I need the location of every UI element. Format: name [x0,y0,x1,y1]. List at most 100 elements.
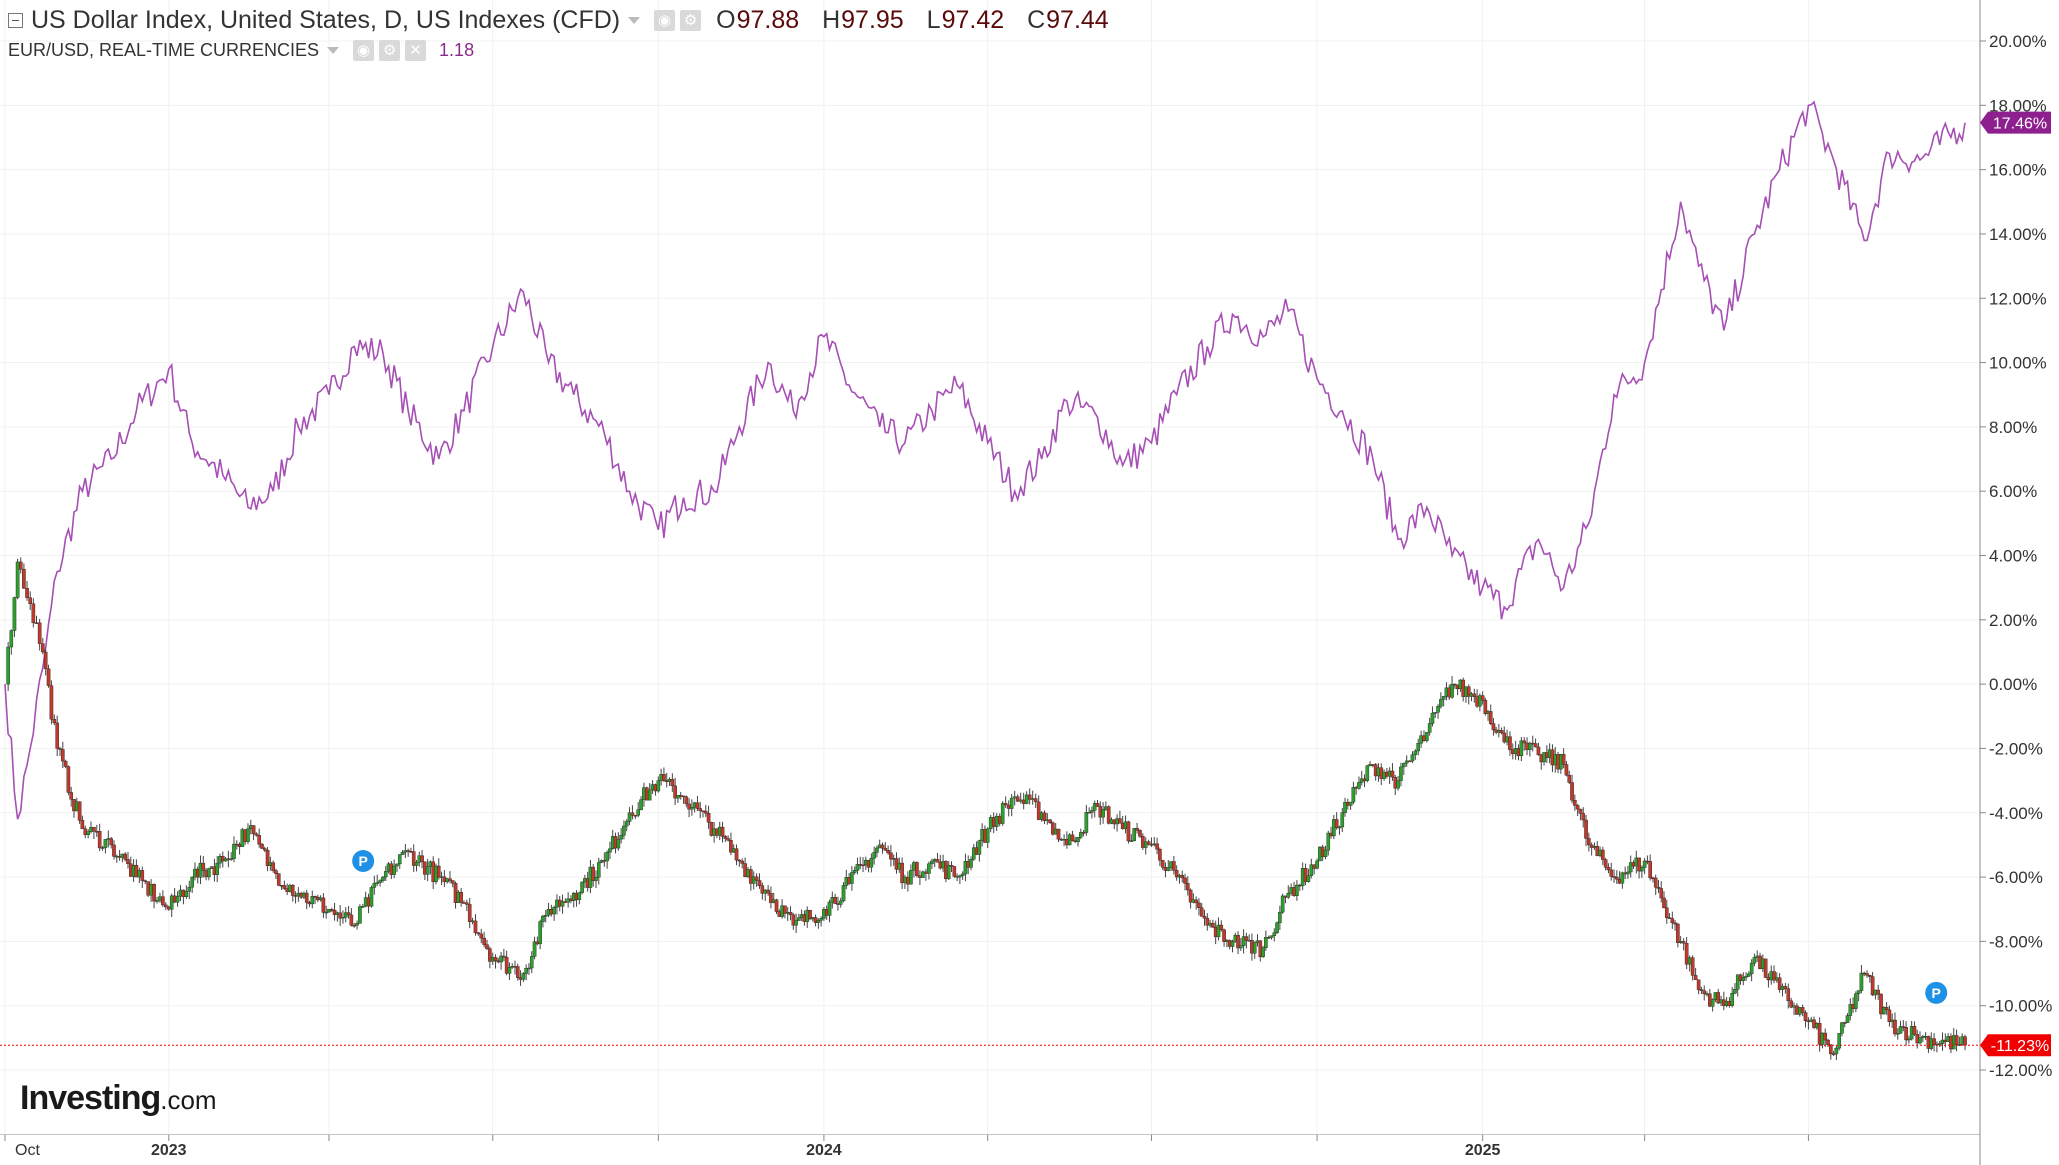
candle [1129,834,1134,842]
candle-body [1323,849,1328,858]
candle [797,913,801,921]
candle-body [1018,799,1023,802]
event-marker-circle[interactable] [1925,981,1948,1004]
event-markers[interactable]: PP [352,849,1948,1004]
event-marker-circle[interactable] [352,849,375,872]
candle [1081,830,1086,837]
candle [97,823,102,852]
candle-body [369,887,374,907]
candle [819,916,823,927]
candle [662,767,666,783]
candle-body [1315,860,1319,869]
candle-body [229,858,233,860]
candle [850,866,854,891]
candle-body [40,643,45,653]
candle-body [1334,819,1339,829]
candle [1132,828,1137,842]
eye-icon[interactable]: ◉ [654,10,676,31]
candle-body [201,862,206,871]
candle [175,891,180,907]
x-axis: Oct 2023 2024 2025 [0,1134,1980,1165]
candle-body [1564,764,1569,776]
candle-body [684,796,689,805]
event-marker[interactable]: P [1925,981,1948,1004]
candle-body [1009,797,1014,809]
ohlc-values: O97.88 H97.95 L97.42 C97.44 [716,6,1109,34]
candle-body [1036,801,1041,820]
candle [1789,997,1793,1009]
candle-body [729,840,733,853]
candle [1211,919,1215,929]
candle-body [816,920,821,923]
candle [1410,751,1415,764]
candle-body [1626,871,1630,875]
candle-body [673,785,677,799]
candle [1937,1040,1942,1047]
candle [1584,814,1588,847]
event-marker-label[interactable]: P [1932,985,1941,1001]
candle-body [31,603,36,623]
close-icon[interactable]: ✕ [405,40,427,61]
candle-body [172,895,177,903]
y-tick-label: 18.00% [1989,96,2047,115]
candle-body [909,870,913,885]
candle-body [838,900,843,905]
candle-body [327,909,331,913]
candle [1882,1006,1886,1015]
candle [507,962,512,981]
candle-body [1244,936,1249,941]
candle-body [1081,832,1086,834]
eye-icon[interactable]: ◉ [353,40,375,61]
candle-body [400,852,405,855]
candle-body [1236,934,1240,949]
y-tick-label: 6.00% [1989,482,2037,501]
candle [670,773,675,792]
candle-body [656,780,661,792]
candle [411,844,416,873]
candle-body [1901,1026,1906,1028]
candle [1777,973,1782,993]
candle [502,948,506,962]
candle [155,896,159,904]
candle-body [1615,876,1619,880]
event-marker-label[interactable]: P [358,853,367,869]
candle-body [1106,806,1111,824]
candle [622,820,626,840]
candle [656,776,661,793]
candle [1483,697,1488,716]
primary-series-title[interactable]: US Dollar Index, United States, D, US In… [31,6,621,34]
chevron-down-icon[interactable] [327,47,340,54]
candle-body [827,901,832,916]
candle-body [1135,828,1139,831]
candle-body [112,844,116,857]
candle-body [341,916,345,919]
candle [1884,1002,1889,1015]
candle-body [1519,740,1524,757]
candle [66,765,71,796]
candle-body [880,844,885,849]
candle [321,893,326,918]
candle [594,870,598,889]
chevron-down-icon[interactable] [628,17,641,24]
candle [49,680,54,725]
candle [137,867,142,884]
candle-body [43,651,48,670]
candle [304,889,309,910]
candle-body [946,865,951,880]
candle-body [1587,838,1591,846]
gear-icon[interactable]: ⚙ [379,40,401,61]
candle [329,907,334,912]
gear-icon[interactable]: ⚙ [680,10,702,31]
candle-body [1884,1007,1889,1011]
event-marker[interactable]: P [352,849,375,872]
candle [1166,859,1171,872]
candle-body [889,852,893,860]
y-tick-label: 10.00% [1989,354,2047,373]
candle-body [969,858,973,868]
candle-body [524,968,528,974]
candle [60,741,65,769]
secondary-series-title[interactable]: EUR/USD, REAL-TIME CURRENCIES [8,40,320,60]
candle-body [935,859,940,863]
collapse-legend-icon[interactable] [8,13,23,28]
